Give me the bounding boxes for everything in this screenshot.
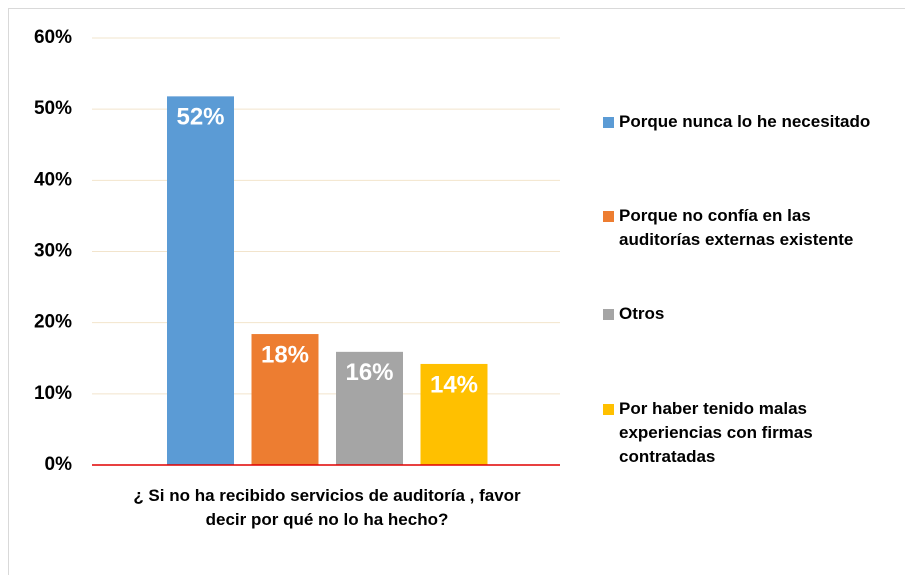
legend-swatch — [603, 309, 614, 320]
legend-label: Otros — [619, 304, 665, 323]
bar — [167, 96, 234, 466]
legend-label: Porque no confía en las auditorías exter… — [619, 206, 854, 249]
data-label: 52% — [176, 104, 224, 131]
bar — [336, 351, 403, 465]
legend-swatch — [603, 404, 614, 415]
data-label: 14% — [430, 371, 478, 398]
x-tick-label: ¿ Si no ha recibido servicios de auditor… — [133, 486, 521, 529]
y-tick-label: 20% — [34, 312, 72, 333]
y-tick-label: 30% — [34, 241, 72, 262]
y-tick-label: 0% — [45, 454, 73, 475]
data-label: 16% — [345, 359, 393, 386]
chart-border — [8, 8, 905, 575]
y-tick-label: 40% — [34, 169, 72, 190]
y-tick-label: 50% — [34, 98, 72, 119]
legend-label: Porque nunca lo he necesitado — [619, 112, 871, 131]
legend-swatch — [603, 117, 614, 128]
legend-label: Por haber tenido malas experiencias con … — [619, 399, 813, 466]
bar — [420, 363, 488, 465]
bar — [251, 334, 319, 465]
y-tick-label: 60% — [34, 27, 72, 48]
data-label: 18% — [261, 341, 309, 368]
y-tick-label: 10% — [34, 383, 72, 404]
legend-swatch — [603, 211, 614, 222]
